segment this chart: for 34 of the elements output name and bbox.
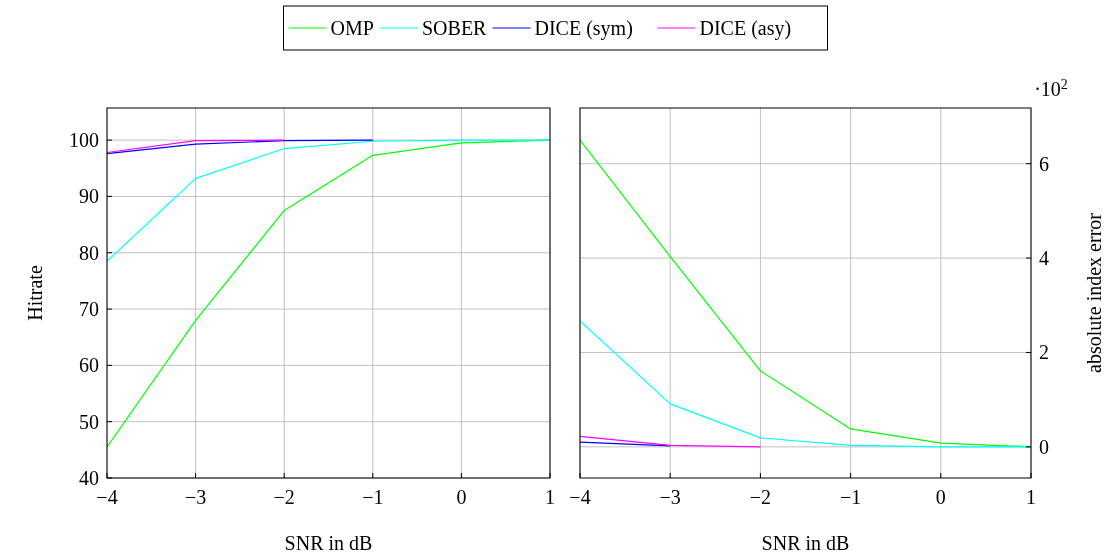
y2-tick-label: 4 [1039, 247, 1049, 270]
legend-label: SOBER [422, 17, 488, 39]
line-series [107, 139, 550, 262]
y-tick-label: 60 [79, 354, 99, 377]
x-tick-label: −1 [839, 486, 862, 508]
x-tick-label: −4 [569, 486, 591, 508]
x-axis-title: SNR in dB [284, 532, 373, 554]
text: ·10$^{2}$ [1034, 76, 1068, 100]
y-axis-title: Hitrate [24, 265, 46, 321]
x-tick-label: 1 [545, 486, 555, 508]
x-tick-label: −1 [362, 486, 384, 508]
x-axis-title: SNR in dB [761, 532, 850, 554]
y2-axis-title: absolute index error [1083, 212, 1105, 373]
x-tick-label: −2 [749, 486, 772, 508]
x-tick-label: −3 [184, 486, 207, 508]
x-tick-label: −2 [273, 486, 295, 508]
line-series [107, 139, 374, 155]
y-tick-label: 70 [79, 298, 99, 321]
y-tick-label: 100 [69, 129, 99, 152]
legend-label: DICE (asy) [699, 17, 792, 40]
legend-label: OMP [330, 17, 374, 39]
y2-tick-label: 0 [1039, 435, 1049, 458]
y2-tick-label: 2 [1039, 341, 1049, 364]
y-tick-label: 80 [79, 241, 99, 264]
x-tick-label: 1 [1026, 486, 1036, 508]
x-tick-label: 0 [935, 486, 946, 508]
legend-label: DICE (sym) [534, 17, 633, 40]
x-tick-label: 0 [456, 486, 467, 508]
x-tick-label: −3 [659, 486, 681, 508]
y-tick-label: 50 [79, 410, 99, 433]
x-tick-label: −4 [96, 486, 118, 508]
y-tick-label: 40 [79, 467, 99, 489]
y2-tick-label: 6 [1039, 152, 1049, 175]
y-tick-label: 90 [79, 185, 99, 208]
